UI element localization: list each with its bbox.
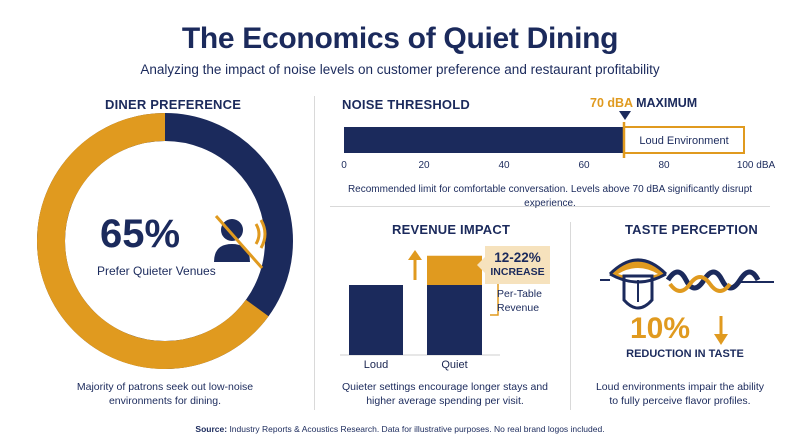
- noise-threshold-heading: NOISE THRESHOLD: [342, 97, 470, 112]
- person-quiet-icon: [214, 215, 267, 269]
- noise-axis-tick: 60: [578, 160, 590, 171]
- revenue-bar-quiet: [427, 285, 482, 355]
- diner-preference-heading: DINER PREFERENCE: [105, 97, 242, 112]
- caption-line: Majority of patrons seek out low-noise: [76, 381, 254, 393]
- caption-line: higher average spending per visit.: [366, 395, 524, 408]
- noise-bar-loud: [623, 126, 745, 154]
- revenue-bar-loud: [349, 285, 403, 355]
- revenue-label-loud: Loud: [363, 359, 389, 371]
- arrow-up-icon: [408, 250, 422, 280]
- threshold-suffix: MAXIMUM: [636, 96, 698, 110]
- revenue-impact-chart: [340, 250, 500, 356]
- threshold-marker-label: 70 dBA MAXIMUM: [590, 96, 697, 110]
- noise-threshold-chart: Loud Environment: [344, 122, 745, 158]
- noise-axis-tick: 100 dBA: [736, 160, 776, 171]
- noise-axis-tick: 20: [418, 160, 430, 171]
- bracket-label-line: Revenue: [497, 301, 540, 314]
- source-label: Source:: [195, 424, 228, 434]
- noise-axis-tick: 80: [658, 160, 670, 171]
- diner-preference-value: 65%: [100, 212, 181, 256]
- noise-axis-tick: 0: [341, 160, 347, 171]
- increase-value: 12-22%: [494, 250, 541, 265]
- donut-quiet-segment: [37, 113, 269, 369]
- increase-badge: 12-22% INCREASE: [477, 246, 550, 284]
- caption-line: to fully perceive flavor profiles.: [609, 395, 751, 408]
- divider-right: [570, 222, 571, 410]
- source-note: Source: Industry Reports & Acoustics Res…: [0, 424, 800, 434]
- caption-line: Quieter settings encourage longer stays …: [341, 381, 549, 393]
- divider-horizontal: [330, 206, 770, 207]
- marker-triangle-icon: [619, 111, 631, 120]
- diner-preference-label: Prefer Quieter Venues: [97, 264, 216, 278]
- increase-label: INCREASE: [490, 266, 545, 278]
- taste-perception-caption: Loud environments impair the ability to …: [585, 380, 775, 408]
- taste-perception-heading: TASTE PERCEPTION: [625, 222, 758, 237]
- revenue-impact-caption: Quieter settings encourage longer stays …: [330, 380, 560, 408]
- per-table-revenue-label: Per-Table Revenue: [497, 288, 542, 315]
- revenue-label-quiet: Quiet: [441, 359, 468, 371]
- noise-bar-safe: [344, 127, 624, 153]
- divider-left: [314, 96, 315, 410]
- source-text: Industry Reports & Acoustics Research. D…: [229, 424, 605, 434]
- diner-preference-donut: [37, 113, 293, 369]
- sound-wave-icon: [665, 269, 774, 293]
- diner-preference-caption: Majority of patrons seek out low-noise e…: [60, 380, 270, 408]
- loud-environment-label: Loud Environment: [639, 135, 728, 147]
- noise-threshold-caption: Recommended limit for comfortable conver…: [347, 184, 753, 209]
- mouth-tongue-icon: [600, 258, 668, 310]
- revenue-bar-increase: [427, 255, 482, 285]
- noise-axis-tick: 40: [498, 160, 510, 171]
- arrow-down-icon: [714, 316, 728, 345]
- page-title: The Economics of Quiet Dining: [181, 22, 619, 55]
- threshold-value: 70 dBA: [590, 96, 633, 110]
- caption-line: Loud environments impair the ability: [595, 381, 765, 393]
- taste-reduction-value: 10%: [630, 312, 691, 345]
- taste-reduction-label: REDUCTION IN TASTE: [626, 348, 744, 360]
- bracket-label-line: Per-Table: [497, 288, 542, 300]
- taste-illustration: [600, 258, 774, 310]
- revenue-impact-heading: REVENUE IMPACT: [392, 222, 511, 237]
- caption-line: environments for dining.: [108, 395, 222, 408]
- page-subtitle: Analyzing the impact of noise levels on …: [140, 62, 660, 77]
